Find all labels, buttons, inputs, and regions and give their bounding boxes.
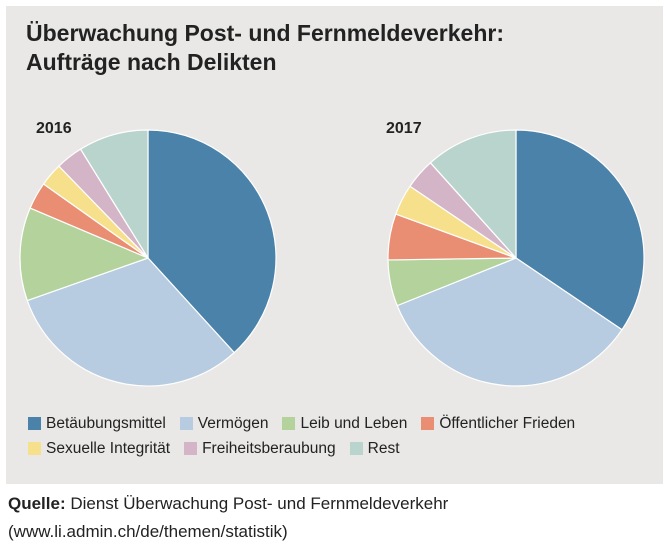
pie-2017-slice-betaeubungsmittel	[515, 129, 645, 331]
legend-swatch	[28, 417, 41, 430]
legend-item-sexuelle-integritaet: Sexuelle Integrität	[28, 440, 170, 458]
pie-chart-2016	[19, 129, 277, 387]
chart-title: Überwachung Post- und Fernmeldeverkehr: …	[26, 19, 504, 77]
legend-swatch	[28, 442, 41, 455]
legend-label: Leib und Leben	[300, 414, 408, 432]
legend-item-rest: Rest	[349, 439, 400, 458]
legend-swatch	[282, 417, 296, 430]
source-text: Dienst Überwachung Post- und Fernmeldeve…	[65, 494, 449, 513]
legend-label: Öffentlicher Frieden	[439, 414, 576, 432]
legend-label: Rest	[367, 439, 400, 457]
legend-label: Vermögen	[197, 414, 269, 432]
legend-label: Betäubungsmittel	[46, 414, 166, 432]
pie-2017-slice-rest	[429, 129, 517, 259]
pie-2016-slice-leib-und-leben	[19, 207, 149, 302]
chart-title-line2: Aufträge nach Delikten	[26, 49, 277, 75]
source-label: Quelle:	[8, 494, 66, 513]
pie-2017-year-label: 2017	[386, 120, 422, 137]
pie-2016-slice-vermoegen	[26, 257, 235, 387]
legend-swatch	[421, 417, 435, 430]
legend-swatch	[184, 442, 198, 455]
legend-label: Sexuelle Integrität	[46, 439, 171, 457]
pie-2017-slice-vermoegen	[396, 257, 623, 387]
pie-chart-2017	[387, 129, 645, 387]
legend-swatch	[179, 417, 193, 430]
chart-panel: Überwachung Post- und Fernmeldeverkehr: …	[6, 6, 663, 484]
legend-swatch	[349, 442, 363, 455]
pie-2016-year-label: 2016	[36, 120, 72, 137]
legend: Betäubungsmittel Vermögen Leib und Leben Öf…	[28, 411, 648, 461]
legend-item-leib-und-leben: Leib und Leben	[282, 415, 407, 433]
legend-item-betaeubungsmittel: Betäubungsmittel	[28, 415, 166, 433]
legend-label: Freiheitsberaubung	[202, 439, 336, 457]
legend-item-vermoegen: Vermögen	[179, 414, 269, 433]
legend-item-freiheitsberaubung: Freiheitsberaubung	[184, 440, 336, 458]
pie-2016-slice-rest	[80, 129, 149, 259]
chart-title-line1: Überwachung Post- und Fernmeldeverkehr:	[26, 20, 504, 46]
source-note: Quelle: Dienst Überwachung Post- und Fer…	[8, 490, 448, 546]
legend-item-oeffentlicher-frieden: Öffentlicher Frieden	[421, 415, 575, 433]
legend-row: Sexuelle Integrität Freiheitsberaubung Res…	[28, 436, 648, 461]
source-url: (www.li.admin.ch/de/themen/statistik)	[8, 522, 288, 541]
pie-2016-slice-betaeubungsmittel	[147, 129, 277, 354]
legend-row: Betäubungsmittel Vermögen Leib und Leben Öf…	[28, 411, 648, 436]
